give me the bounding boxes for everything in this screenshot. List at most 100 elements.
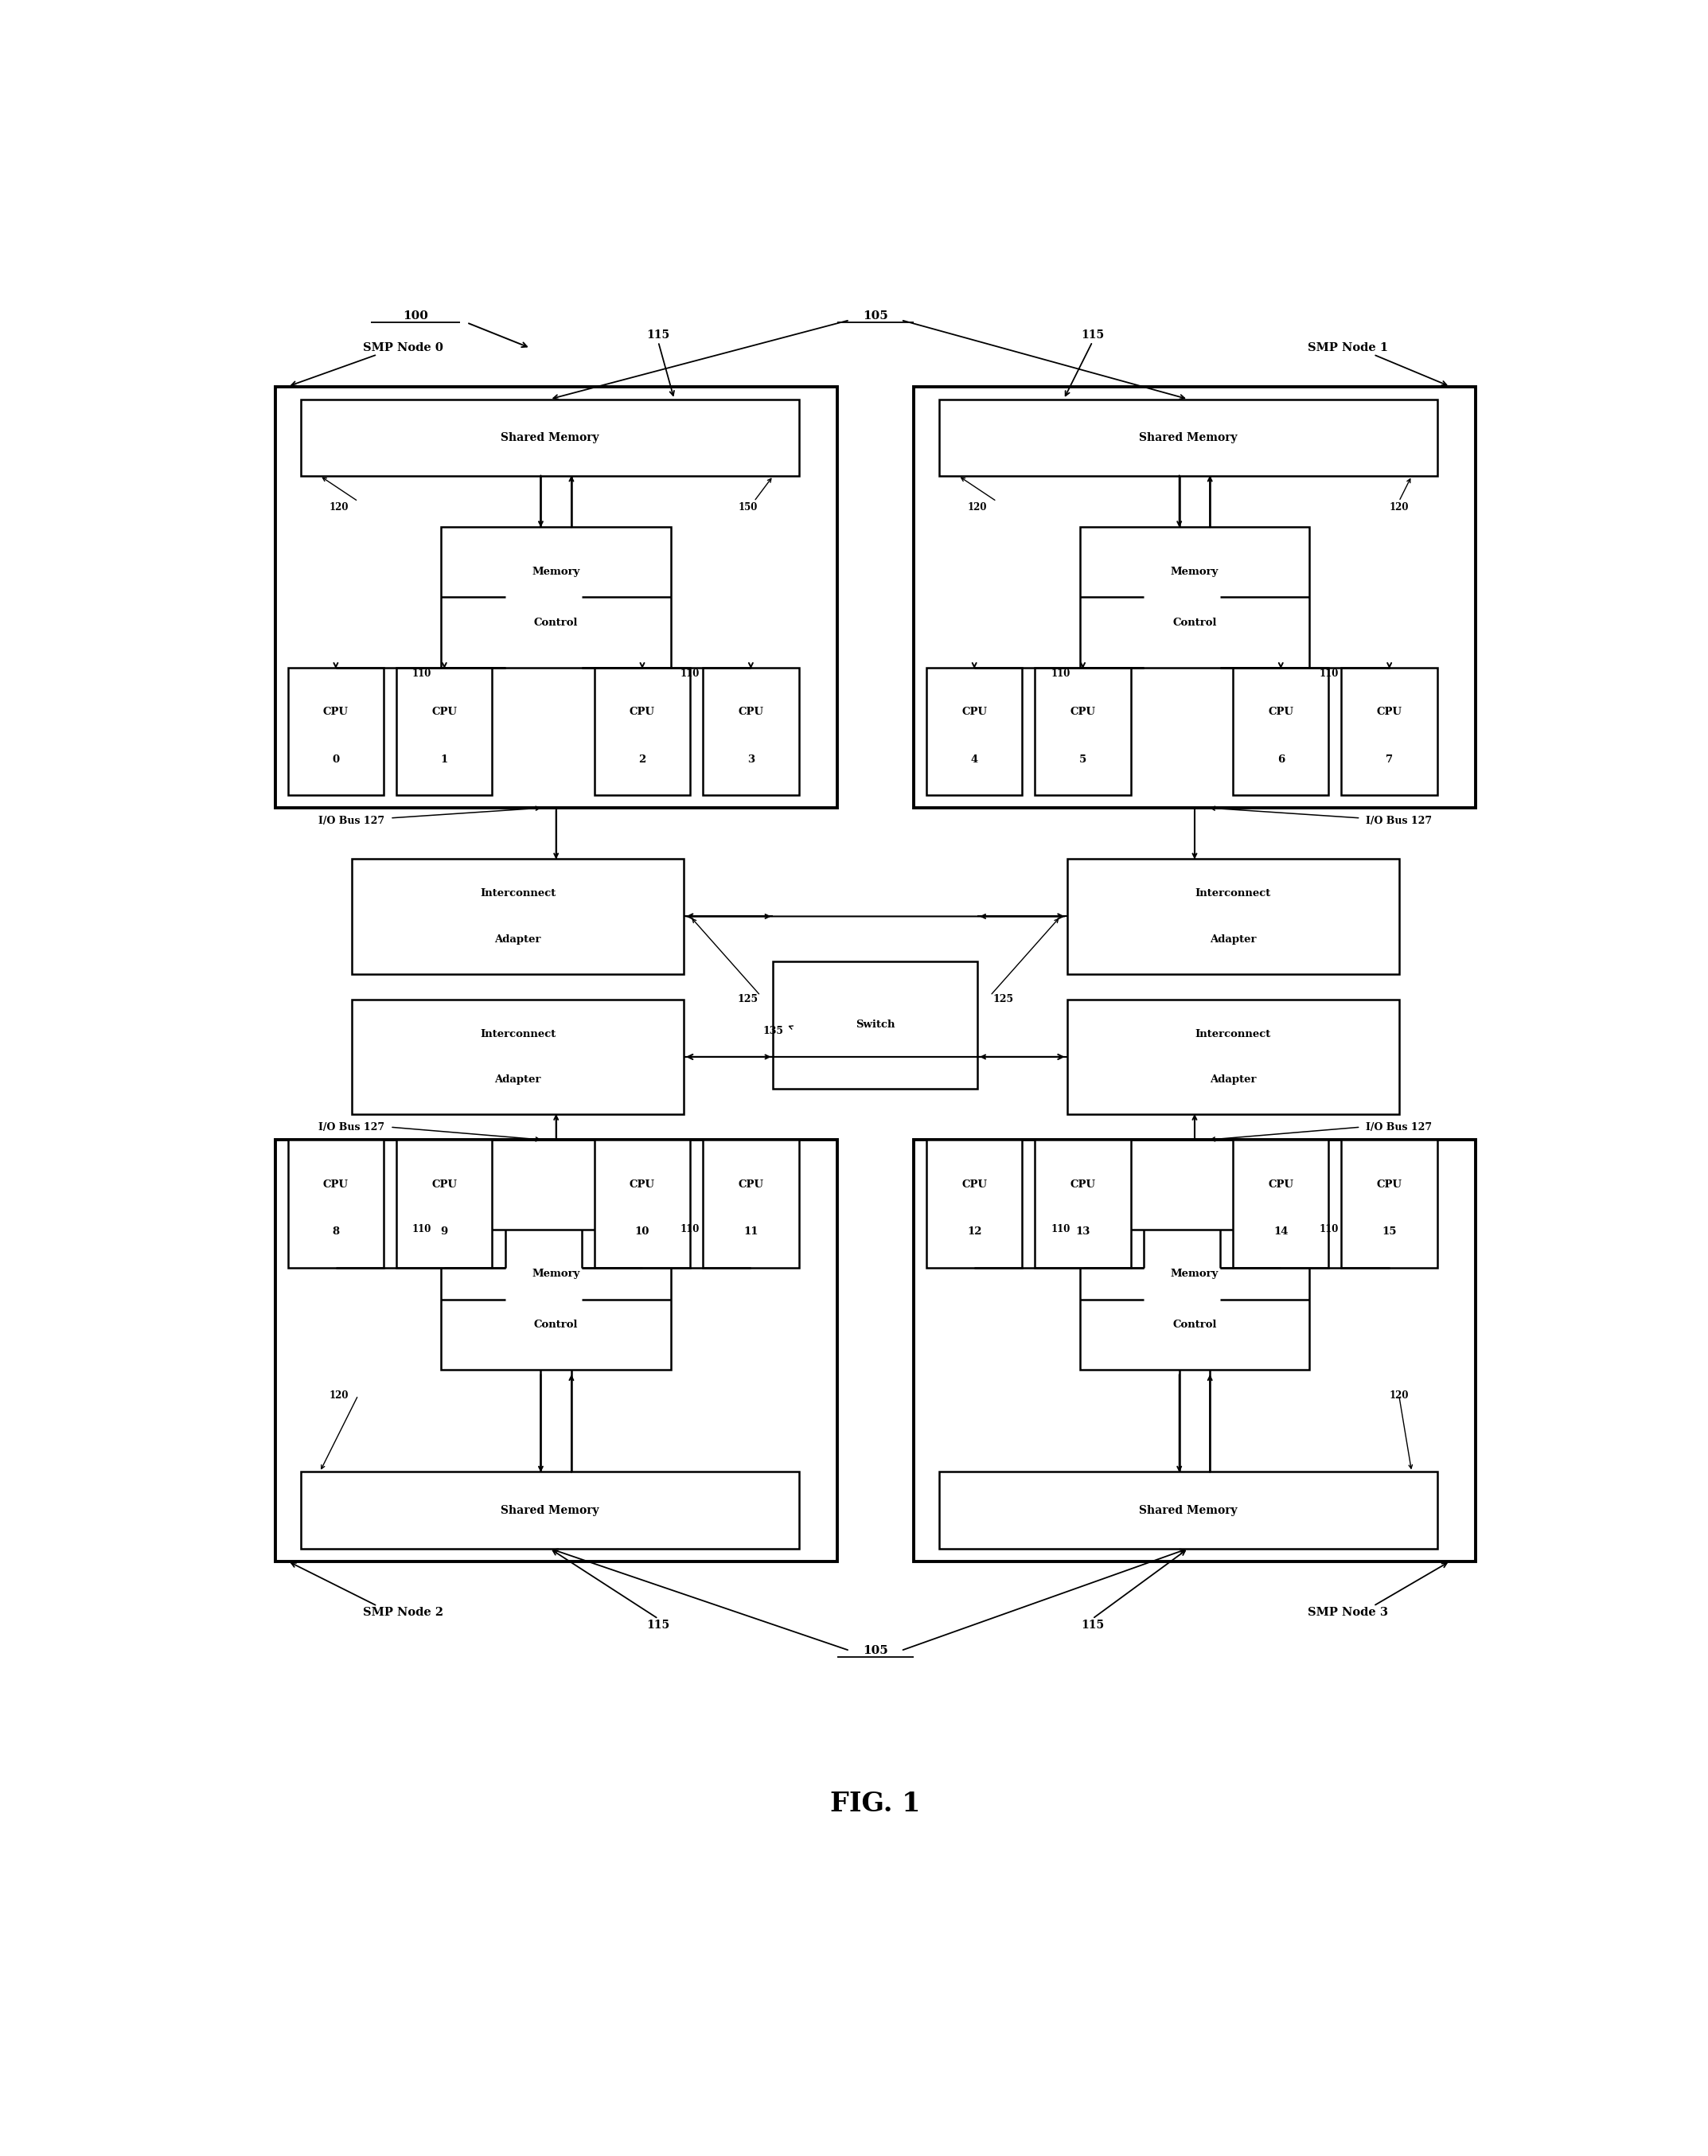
FancyBboxPatch shape — [1068, 858, 1399, 975]
Text: 110: 110 — [412, 668, 432, 679]
FancyBboxPatch shape — [1233, 668, 1329, 796]
FancyBboxPatch shape — [275, 1141, 837, 1561]
Text: SMP Node 2: SMP Node 2 — [362, 1606, 442, 1617]
Text: 110: 110 — [1050, 1225, 1071, 1235]
FancyBboxPatch shape — [441, 1229, 671, 1369]
Text: 115: 115 — [1081, 1619, 1103, 1630]
Text: Interconnect: Interconnect — [480, 888, 555, 899]
Text: 100: 100 — [403, 310, 429, 321]
Text: 120: 120 — [330, 502, 348, 513]
Text: Adapter: Adapter — [1209, 934, 1255, 944]
Text: SMP Node 0: SMP Node 0 — [362, 343, 442, 354]
FancyBboxPatch shape — [1079, 526, 1310, 668]
Text: 120: 120 — [330, 1391, 348, 1401]
Text: 125: 125 — [992, 994, 1013, 1005]
Text: CPU: CPU — [323, 1179, 348, 1190]
Text: Control: Control — [535, 1319, 579, 1330]
Text: 5: 5 — [1079, 755, 1086, 765]
Text: I/O Bus 127: I/O Bus 127 — [319, 1121, 384, 1132]
FancyBboxPatch shape — [1035, 1141, 1131, 1268]
FancyBboxPatch shape — [594, 668, 690, 796]
Text: CPU: CPU — [738, 1179, 763, 1190]
FancyBboxPatch shape — [275, 386, 837, 808]
FancyBboxPatch shape — [1068, 1000, 1399, 1115]
Text: 11: 11 — [743, 1227, 758, 1238]
Text: Shared Memory: Shared Memory — [500, 431, 600, 444]
Text: Memory: Memory — [1170, 1268, 1218, 1279]
Text: 110: 110 — [1050, 668, 1071, 679]
Text: 115: 115 — [647, 1619, 670, 1630]
FancyBboxPatch shape — [301, 1473, 799, 1548]
FancyBboxPatch shape — [939, 399, 1436, 476]
FancyBboxPatch shape — [352, 858, 683, 975]
Text: Adapter: Adapter — [1209, 1074, 1255, 1084]
Text: SMP Node 1: SMP Node 1 — [1308, 343, 1389, 354]
Text: CPU: CPU — [432, 707, 458, 718]
FancyBboxPatch shape — [774, 962, 977, 1089]
Text: 110: 110 — [680, 668, 700, 679]
Text: Memory: Memory — [533, 1268, 581, 1279]
FancyBboxPatch shape — [289, 1141, 384, 1268]
FancyBboxPatch shape — [939, 1473, 1436, 1548]
Text: Control: Control — [1172, 1319, 1216, 1330]
Text: CPU: CPU — [1071, 707, 1095, 718]
Text: 6: 6 — [1278, 755, 1284, 765]
FancyBboxPatch shape — [1341, 1141, 1436, 1268]
Text: I/O Bus 127: I/O Bus 127 — [319, 815, 384, 826]
Text: Switch: Switch — [856, 1020, 895, 1031]
Text: Control: Control — [1172, 617, 1216, 627]
Text: Control: Control — [535, 617, 579, 627]
Text: 105: 105 — [863, 1645, 888, 1656]
Text: 110: 110 — [1319, 1225, 1339, 1235]
Text: SMP Node 3: SMP Node 3 — [1308, 1606, 1389, 1617]
FancyBboxPatch shape — [396, 1141, 492, 1268]
Text: 2: 2 — [639, 755, 646, 765]
Text: CPU: CPU — [630, 707, 656, 718]
Text: 1: 1 — [441, 755, 447, 765]
FancyBboxPatch shape — [704, 668, 799, 796]
Text: CPU: CPU — [630, 1179, 656, 1190]
Text: 14: 14 — [1274, 1227, 1288, 1238]
FancyBboxPatch shape — [441, 526, 671, 668]
Text: 115: 115 — [1081, 330, 1103, 341]
Text: Adapter: Adapter — [495, 1074, 541, 1084]
FancyBboxPatch shape — [914, 386, 1476, 808]
Text: Shared Memory: Shared Memory — [1139, 1505, 1237, 1516]
Text: CPU: CPU — [738, 707, 763, 718]
Text: CPU: CPU — [432, 1179, 458, 1190]
Text: 115: 115 — [647, 330, 670, 341]
Text: Shared Memory: Shared Memory — [1139, 431, 1237, 444]
Text: 150: 150 — [738, 502, 757, 513]
Text: 110: 110 — [412, 1225, 432, 1235]
Text: CPU: CPU — [1267, 1179, 1293, 1190]
Text: CPU: CPU — [1377, 1179, 1402, 1190]
FancyBboxPatch shape — [914, 1141, 1476, 1561]
Text: 110: 110 — [680, 1225, 700, 1235]
Text: Adapter: Adapter — [495, 934, 541, 944]
FancyBboxPatch shape — [1079, 1229, 1310, 1369]
Text: 8: 8 — [331, 1227, 340, 1238]
FancyBboxPatch shape — [926, 1141, 1021, 1268]
FancyBboxPatch shape — [396, 668, 492, 796]
Text: CPU: CPU — [323, 707, 348, 718]
Text: Memory: Memory — [1170, 567, 1218, 578]
FancyBboxPatch shape — [704, 1141, 799, 1268]
Text: 125: 125 — [738, 994, 758, 1005]
Text: 120: 120 — [1389, 1391, 1409, 1401]
Text: 3: 3 — [746, 755, 755, 765]
Text: CPU: CPU — [1267, 707, 1293, 718]
FancyBboxPatch shape — [926, 668, 1021, 796]
Text: CPU: CPU — [1377, 707, 1402, 718]
Text: 120: 120 — [968, 502, 987, 513]
FancyBboxPatch shape — [352, 1000, 683, 1115]
Text: 12: 12 — [967, 1227, 982, 1238]
Text: 15: 15 — [1382, 1227, 1397, 1238]
FancyBboxPatch shape — [301, 399, 799, 476]
Text: CPU: CPU — [1071, 1179, 1095, 1190]
Text: 7: 7 — [1385, 755, 1394, 765]
FancyBboxPatch shape — [594, 1141, 690, 1268]
Text: 9: 9 — [441, 1227, 447, 1238]
FancyBboxPatch shape — [289, 668, 384, 796]
FancyBboxPatch shape — [1341, 668, 1436, 796]
Text: 135: 135 — [763, 1026, 784, 1037]
